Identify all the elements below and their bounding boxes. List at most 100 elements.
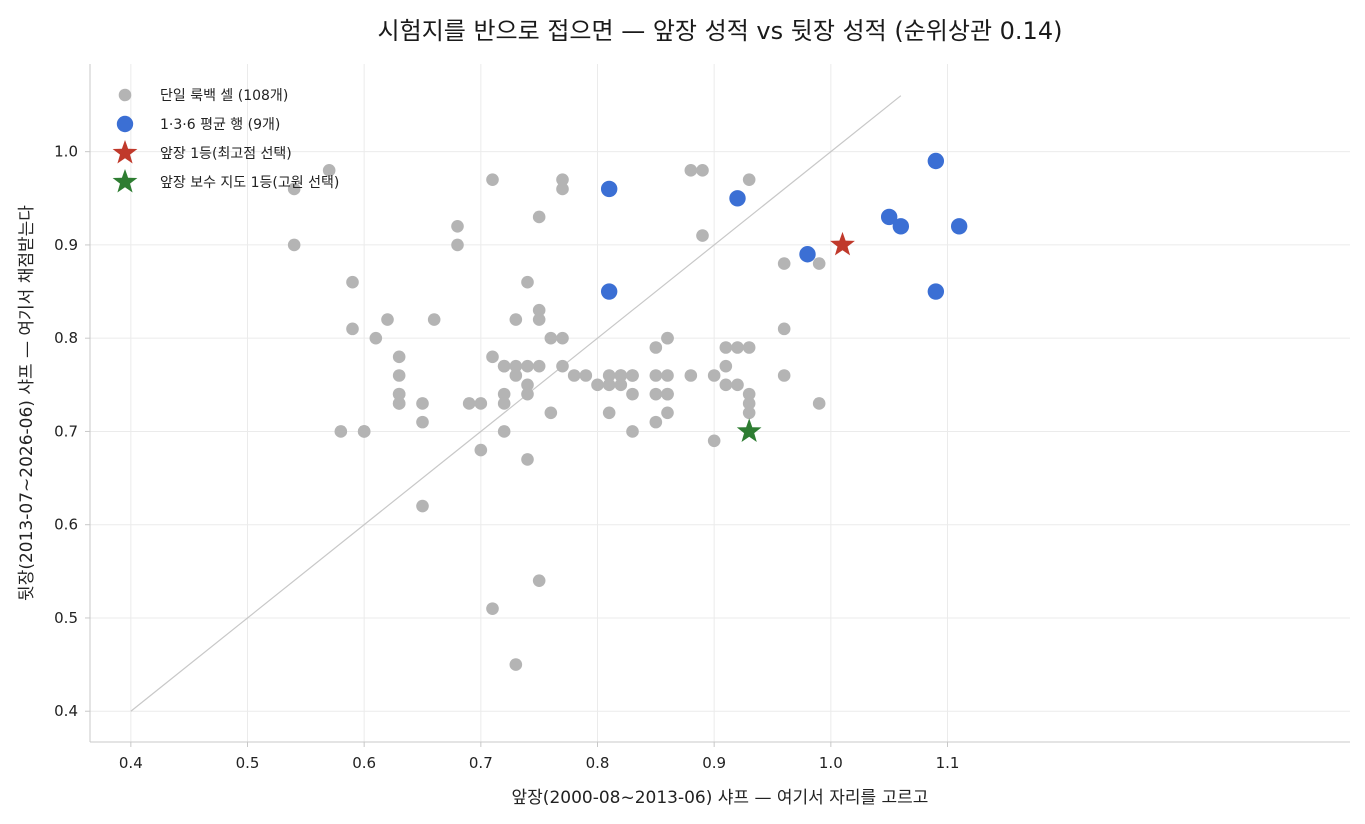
- series-3: [736, 418, 762, 442]
- scatter-point: [521, 453, 534, 466]
- scatter-point: [661, 369, 674, 382]
- scatter-point: [556, 182, 569, 196]
- scatter-point: [602, 378, 616, 392]
- x-axis-label: 앞장(2000-08~2013-06) 샤프 — 여기서 자리를 고르고: [512, 788, 929, 808]
- scatter-point: [532, 574, 546, 587]
- legend-label: 1·3·6 평균 행 (9개): [160, 117, 280, 133]
- scatter-point: [486, 350, 499, 364]
- scatter-point: [416, 415, 429, 429]
- scatter-point: [532, 313, 546, 326]
- axes: [85, 64, 1350, 747]
- scatter-point: [696, 229, 709, 242]
- y-tick-label: 0.4: [54, 702, 78, 720]
- y-tick-label: 0.5: [54, 609, 78, 627]
- scatter-point: [544, 406, 558, 420]
- scatter-point: [369, 331, 383, 345]
- scatter-point: [684, 164, 698, 177]
- scatter-point: [892, 218, 910, 235]
- x-tick-label: 0.8: [586, 754, 610, 772]
- scatter-point: [509, 359, 523, 373]
- scatter-point: [392, 369, 406, 382]
- scatter-point: [521, 275, 534, 289]
- scatter-point: [451, 238, 464, 252]
- legend-item: 앞장 보수 지도 1등(고원 선택): [112, 169, 339, 193]
- x-tick-label: 1.0: [819, 754, 843, 772]
- scatter-point: [521, 387, 534, 401]
- scatter-point: [742, 173, 756, 186]
- reference-diagonal: [130, 95, 902, 712]
- scatter-point: [497, 387, 511, 401]
- scatter-point: [486, 173, 499, 186]
- legend-star-marker: [112, 169, 138, 193]
- scatter-point: [392, 350, 406, 364]
- scatter-point: [497, 397, 511, 410]
- scatter-point: [707, 434, 721, 448]
- star-point: [736, 418, 762, 442]
- y-tick-label: 1.0: [54, 143, 78, 161]
- scatter-point: [777, 322, 791, 336]
- scatter-point: [649, 415, 663, 429]
- legend-label: 앞장 보수 지도 1등(고원 선택): [160, 175, 339, 191]
- x-tick-label: 0.9: [702, 754, 726, 772]
- scatter-point: [579, 369, 593, 382]
- scatter-point: [509, 313, 523, 326]
- legend: 단일 룩백 셀 (108개) 1·3·6 평균 행 (9개) 앞장 1등(최고점 선…: [112, 88, 339, 193]
- scatter-point: [474, 397, 488, 410]
- legend-label: 단일 룩백 셀 (108개): [160, 88, 288, 104]
- data-points: [287, 152, 968, 671]
- scatter-point: [556, 359, 569, 373]
- scatter-point: [742, 397, 756, 410]
- legend-item: 1·3·6 평균 행 (9개): [116, 115, 280, 133]
- scatter-point: [532, 359, 546, 373]
- scatter-point: [392, 387, 406, 401]
- scatter-point: [684, 369, 698, 382]
- scatter-point: [509, 658, 523, 671]
- scatter-point: [719, 359, 733, 373]
- scatter-point: [462, 397, 476, 410]
- scatter-point: [416, 499, 429, 513]
- scatter-point: [600, 283, 618, 300]
- scatter-point: [521, 378, 534, 392]
- scatter-point: [451, 219, 464, 233]
- series-0: [287, 164, 826, 671]
- scatter-point: [357, 425, 371, 438]
- chart-title: 시험지를 반으로 접으면 — 앞장 성적 vs 뒷장 성적 (순위상관 0.14…: [378, 17, 1063, 45]
- scatter-point: [649, 369, 663, 382]
- reference-line: [130, 95, 902, 712]
- scatter-point: [661, 387, 674, 401]
- scatter-point: [416, 397, 429, 410]
- scatter-point: [950, 218, 968, 235]
- scatter-point: [614, 369, 628, 382]
- scatter-point: [497, 359, 511, 373]
- scatter-point: [287, 182, 301, 196]
- scatter-point: [742, 341, 756, 354]
- x-tick-label: 0.4: [119, 754, 143, 772]
- scatter-point: [567, 369, 581, 382]
- scatter-point: [602, 369, 616, 382]
- scatter-point: [661, 406, 674, 420]
- legend-item: 단일 룩백 셀 (108개): [118, 88, 288, 104]
- scatter-point: [600, 180, 618, 198]
- scatter-point: [381, 313, 394, 326]
- scatter-point: [427, 313, 441, 326]
- scatter-point: [346, 275, 359, 289]
- scatter-point: [334, 425, 348, 438]
- scatter-point: [649, 387, 663, 401]
- scatter-point: [532, 303, 546, 317]
- scatter-point: [927, 283, 945, 300]
- scatter-point: [591, 378, 604, 392]
- scatter-point: [287, 238, 301, 252]
- legend-star-marker: [112, 140, 138, 164]
- scatter-point: [696, 164, 709, 177]
- scatter-point: [777, 257, 791, 270]
- x-tick-label: 1.1: [936, 754, 960, 772]
- scatter-point: [661, 331, 674, 345]
- scatter-point: [812, 397, 826, 410]
- scatter-point: [521, 359, 534, 373]
- y-tick-label: 0.6: [54, 516, 78, 534]
- scatter-point: [799, 246, 816, 263]
- series-1: [600, 152, 968, 300]
- scatter-point: [626, 369, 639, 382]
- scatter-point: [556, 173, 569, 186]
- scatter-point: [707, 369, 721, 382]
